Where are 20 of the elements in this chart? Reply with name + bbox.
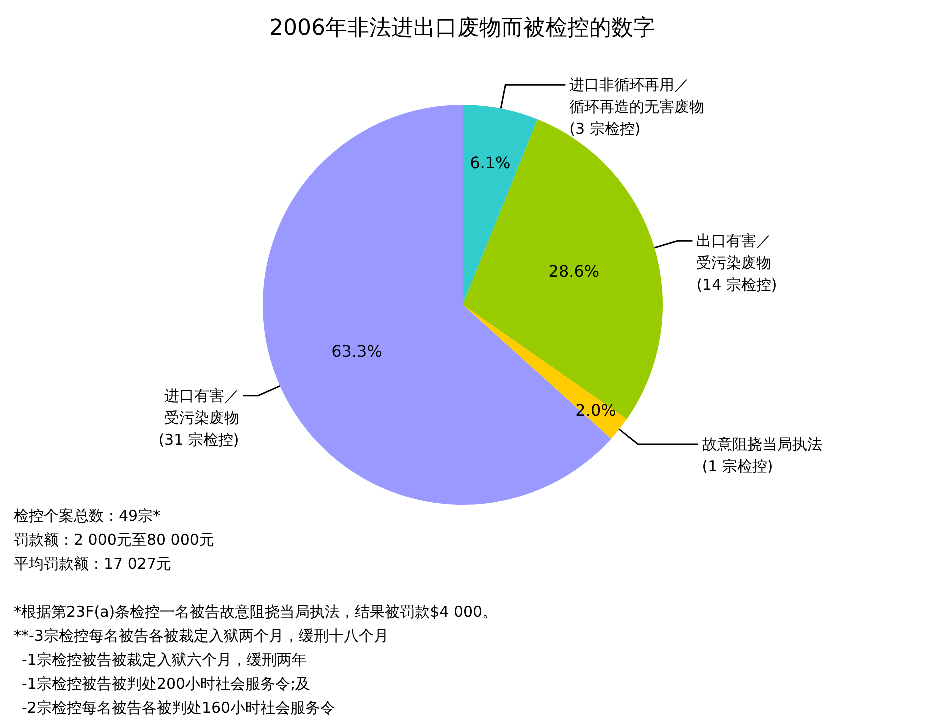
- slice-label: 故意阻挠当局执法(1 宗检控): [702, 436, 822, 476]
- text: -1宗检控被告被裁定入狱六个月，缓刑两年: [22, 651, 307, 669]
- slice-label: 进口非循环再用／循环再造的无害废物(3 宗检控): [570, 76, 705, 138]
- pie-slice: [463, 120, 663, 420]
- text: 罚款额：2 000元至80 000元: [14, 531, 214, 549]
- text: 平均罚款额：17 027元: [14, 555, 172, 573]
- text: -1宗检控被告被判处200小时社会服务令;及: [22, 675, 311, 693]
- data-label: 2.0%: [576, 400, 616, 420]
- data-label: 6.1%: [470, 154, 511, 173]
- data-label: 63.3%: [332, 342, 382, 362]
- pie-slice: [463, 105, 538, 305]
- slice-label: 进口有害／受污染废物(31 宗检控): [158, 386, 240, 449]
- text: 检控个案总数：49宗*: [14, 507, 162, 525]
- text: *根据第23F(a)条检控一名被告故意阻挠当局执法，结果被罚款$4 000。: [14, 603, 498, 621]
- text: -2宗检控每名被告各被判处160小时社会服务令: [22, 699, 336, 717]
- text: **-3宗检控每名被告各被裁定入狱两个月，缓刑十八个月: [14, 627, 389, 645]
- pie-slice: [463, 305, 627, 440]
- data-label: 28.6%: [548, 262, 600, 281]
- slice-label: 出口有害／受污染废物(14 宗检控): [696, 232, 778, 294]
- chart-title: 2006年非法进出口废物而被检控的数字: [270, 16, 656, 41]
